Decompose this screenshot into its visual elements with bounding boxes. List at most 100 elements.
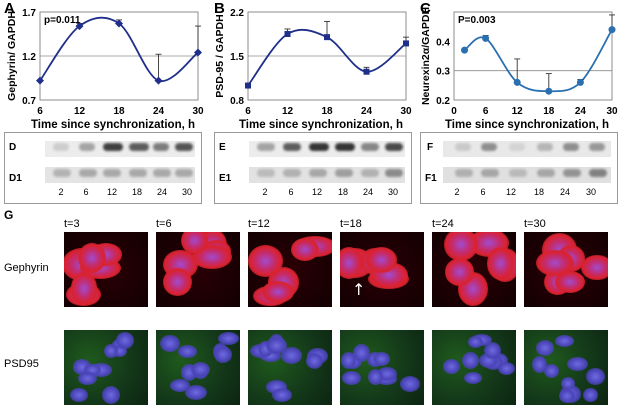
nucleus [566,356,588,371]
nucleus [373,352,390,366]
band [175,143,193,151]
data-point [154,76,163,85]
nucleus [543,364,559,379]
nucleus [101,386,121,405]
y-tick-label: 2.2 [230,8,244,19]
gephyrin-micrograph [432,232,516,307]
nucleus [342,371,362,385]
blot-e-strip [249,141,405,157]
nucleus [217,331,240,345]
blot-e: E E1 2 6 12 18 24 30 [214,132,412,204]
band [455,169,473,177]
band [481,169,499,177]
band [537,143,553,151]
nucleus [531,355,547,374]
nucleus [84,364,101,376]
x-tick-label: 18 [113,106,125,117]
stained-cell [181,232,209,255]
y-tick-label: 0.4 [436,37,450,48]
nucleus [353,343,370,362]
nucleus [399,376,420,392]
band [509,169,527,177]
stained-cell [340,246,364,279]
nucleus [560,376,576,391]
nucleus [77,371,98,386]
chart-c-svg: 0.2 0.3 0.4 0 6 12 18 24 30 Time since synchroniz… [420,7,618,131]
band [361,143,379,151]
lane-label: 24 [559,187,570,197]
nucleus [586,368,606,385]
stained-cell [248,245,284,277]
data-point [545,87,553,95]
y-tick-label: 0.3 [436,67,450,78]
psd95-micrograph [64,330,148,405]
arrow-icon: ↑ [352,280,366,299]
x-axis-label: Time since synchronization, h [239,119,403,131]
data-point [482,34,490,42]
x-tick-label: 30 [400,106,412,117]
band [283,143,301,151]
blot-f1-letter: F1 [425,173,437,184]
blot-e-letter: E [219,142,226,153]
band [481,143,497,151]
stained-cell [486,246,514,280]
blot-d1-strip [45,167,195,183]
y-tick-label: 0.8 [230,96,244,107]
band [309,143,329,151]
blot-f-letter: F [427,142,434,153]
nucleus [484,342,502,360]
lane-label: 2 [58,187,64,197]
time-label-t24: t=24 [432,218,454,230]
data-point [284,31,291,37]
band [257,169,275,177]
chart-c: 0.2 0.3 0.4 0 6 12 18 24 30 Time since synchroniz… [414,0,619,131]
nucleus [178,345,197,359]
band [129,169,147,177]
time-label-t3: t=3 [64,218,80,230]
band [509,143,525,151]
band [53,169,71,177]
psd95-micrograph [156,330,240,405]
blot-f: F F1 2 6 12 18 24 30 [420,132,618,204]
psd95-micrograph [340,330,424,405]
time-label-t6: t=6 [156,218,172,230]
nucleus [558,388,575,404]
nucleus [368,369,384,386]
lane-label: 30 [585,187,596,197]
band [385,169,403,177]
panel-letter-c: C [420,0,431,17]
data-point [513,78,521,86]
panel-letter-b: B [214,0,225,17]
x-tick-label: 18 [321,106,333,117]
nucleus [185,384,207,401]
blot-d-letter: D [9,142,17,153]
row-label-psd95: PSD95 [4,358,39,370]
x-tick-label: 0 [451,106,457,117]
stained-cell [162,267,192,297]
band [79,143,95,151]
stained-cell [291,237,320,261]
band [563,143,579,151]
lane-label: 2 [262,187,268,197]
nucleus [265,337,287,354]
stained-cell [581,255,608,280]
data-point [115,19,123,28]
lane-label: 12 [505,187,516,197]
p-value-annotation: p=0.011 [44,15,81,26]
lane-label: 6 [83,187,89,197]
row-label-gephyrin: Gephyrin [4,262,49,274]
band [455,143,471,151]
y-axis-label: Neurexin2α/GAPDH [420,7,432,105]
gephyrin-micrograph [524,232,608,307]
x-tick-label: 12 [74,106,86,117]
band [103,169,121,177]
nucleus [69,387,88,402]
chart-a: 0.7 1.2 1.7 6 12 18 24 30 Time since synchroniza… [0,0,205,131]
stained-cell [554,270,585,294]
band [283,169,301,177]
x-tick-label: 6 [483,106,489,117]
band [103,143,123,151]
data-point [245,82,251,89]
nucleus [497,361,515,375]
plot-area [453,11,613,101]
